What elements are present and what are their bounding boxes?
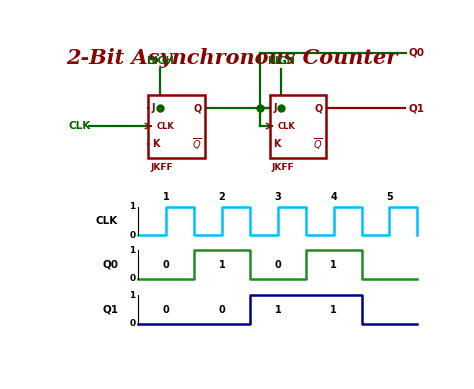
Text: K: K: [273, 138, 281, 149]
Text: CLK: CLK: [156, 121, 174, 131]
Text: Q1: Q1: [102, 305, 118, 315]
Text: 1: 1: [274, 305, 281, 315]
Text: CLK: CLK: [68, 121, 91, 131]
Text: 0: 0: [129, 319, 135, 328]
Text: CLK: CLK: [96, 216, 118, 226]
Text: 0: 0: [129, 274, 135, 283]
Text: J: J: [152, 103, 155, 114]
Text: JKFF: JKFF: [272, 163, 294, 172]
Text: 0: 0: [219, 305, 225, 315]
Text: 0: 0: [274, 259, 281, 270]
Text: HIGH: HIGH: [146, 56, 173, 66]
Text: 1: 1: [129, 246, 135, 255]
Text: $\overline{Q}$: $\overline{Q}$: [313, 136, 323, 152]
Text: 1: 1: [129, 291, 135, 300]
Text: K: K: [152, 138, 160, 149]
Text: 1: 1: [219, 259, 225, 270]
Text: Q: Q: [193, 103, 201, 114]
Bar: [270, 95, 327, 158]
Text: 1: 1: [163, 193, 170, 202]
Text: Q0: Q0: [102, 259, 118, 270]
Text: 0: 0: [163, 305, 170, 315]
Text: $\overline{Q}$: $\overline{Q}$: [192, 136, 201, 152]
Text: Q1: Q1: [408, 103, 424, 114]
Text: 2: 2: [219, 193, 225, 202]
Bar: [148, 95, 205, 158]
Text: 0: 0: [129, 231, 135, 240]
Text: 1: 1: [129, 202, 135, 212]
Text: 1: 1: [330, 259, 337, 270]
Text: 4: 4: [330, 193, 337, 202]
Text: 0: 0: [163, 259, 170, 270]
Text: J: J: [273, 103, 277, 114]
Text: 1: 1: [330, 305, 337, 315]
Text: 5: 5: [386, 193, 393, 202]
Text: JKFF: JKFF: [150, 163, 173, 172]
Text: Q: Q: [315, 103, 323, 114]
Text: 2-Bit Asynchronous Counter: 2-Bit Asynchronous Counter: [66, 48, 398, 68]
Text: HIGH: HIGH: [267, 56, 295, 66]
Text: CLK: CLK: [278, 121, 295, 131]
Text: 3: 3: [274, 193, 281, 202]
Text: Q0: Q0: [409, 48, 425, 58]
